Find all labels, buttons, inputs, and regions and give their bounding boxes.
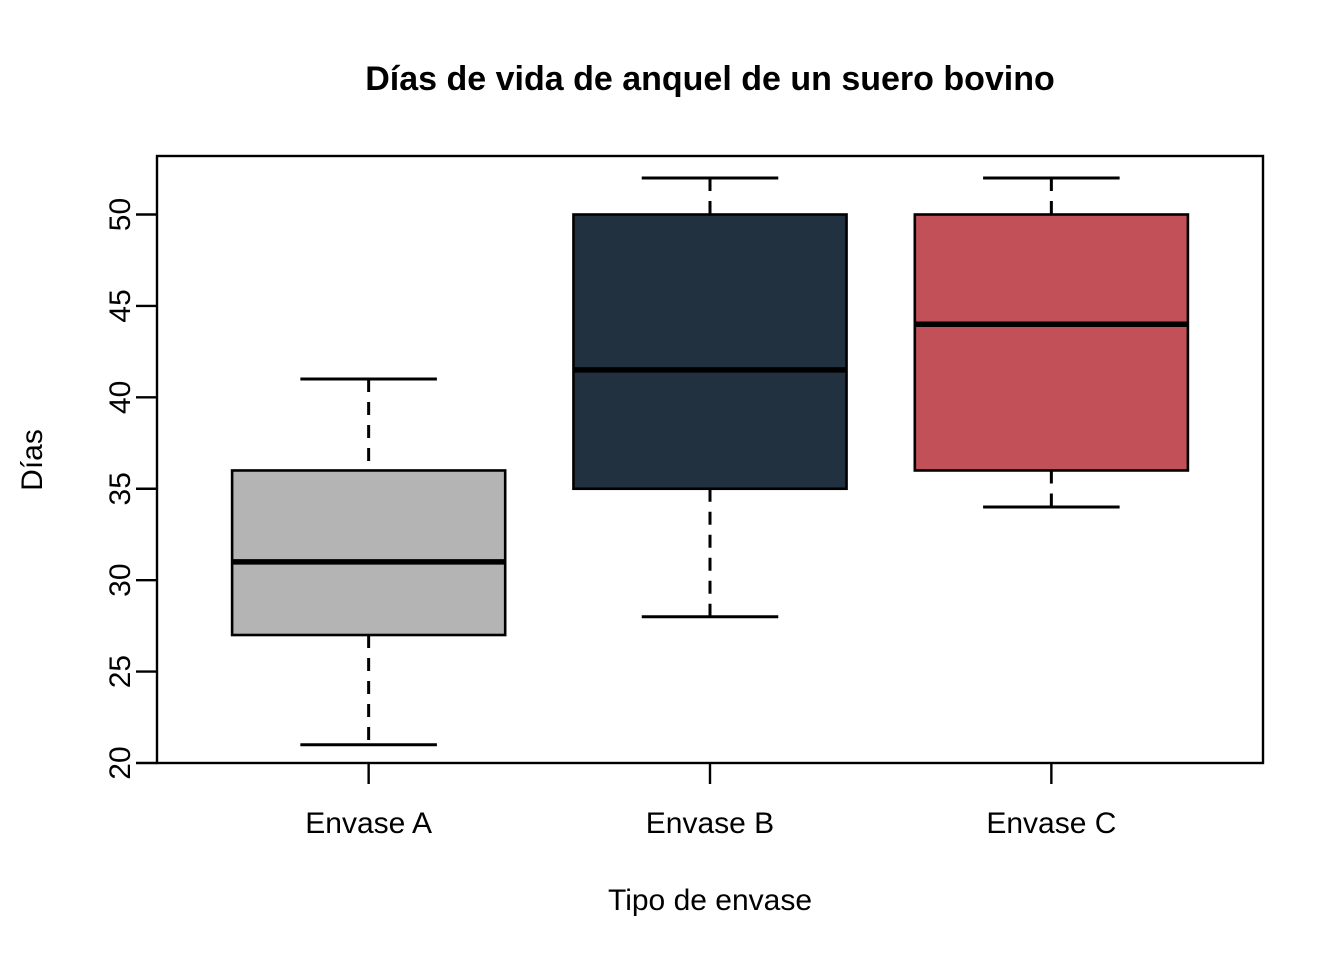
y-axis: 20 25 30 35 40 45 50 <box>104 198 157 780</box>
box-envase-b <box>572 213 848 491</box>
boxes-layer <box>230 176 1190 747</box>
y-axis-title: Días <box>16 429 49 491</box>
x-tick-label-envase-b: Envase B <box>646 807 774 840</box>
x-tick-label-envase-c: Envase C <box>986 807 1116 840</box>
box-envase-a <box>230 469 507 637</box>
chart-title: Días de vida de anquel de un suero bovin… <box>365 60 1055 98</box>
x-axis-title: Tipo de envase <box>608 884 812 917</box>
y-tick-label-20: 20 <box>104 746 137 779</box>
y-tick-label-40: 40 <box>104 381 137 414</box>
y-tick-label-50: 50 <box>104 198 137 231</box>
x-tick-label-envase-a: Envase A <box>305 807 432 840</box>
x-axis: Envase A Envase B Envase C <box>305 763 1116 840</box>
y-tick-label-45: 45 <box>104 289 137 322</box>
y-tick-label-35: 35 <box>104 472 137 505</box>
box-envase-c <box>913 213 1190 472</box>
y-tick-label-25: 25 <box>104 655 137 688</box>
y-tick-label-30: 30 <box>104 563 137 596</box>
